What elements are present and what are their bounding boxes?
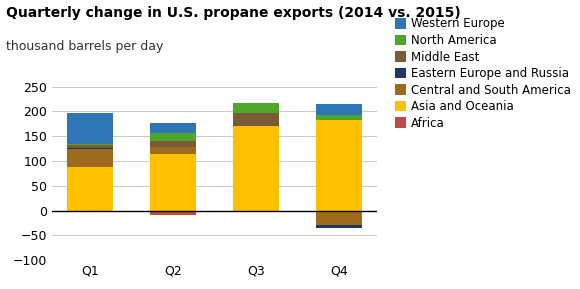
- Text: Quarterly change in U.S. propane exports (2014 vs. 2015): Quarterly change in U.S. propane exports…: [6, 6, 461, 20]
- Bar: [150, 211, 196, 214]
- Bar: [150, 153, 196, 211]
- Bar: [150, 133, 196, 141]
- Bar: [150, 141, 196, 147]
- Bar: [67, 148, 113, 149]
- Bar: [233, 113, 279, 126]
- Bar: [233, 126, 279, 211]
- Bar: [67, 114, 113, 144]
- Bar: [67, 144, 113, 145]
- Bar: [317, 120, 362, 211]
- Bar: [67, 149, 113, 167]
- Bar: [67, 167, 113, 211]
- Bar: [150, 147, 196, 153]
- Bar: [233, 103, 279, 113]
- Bar: [317, 211, 362, 225]
- Bar: [317, 104, 362, 115]
- Legend: Western Europe, North America, Middle East, Eastern Europe and Russia, Central a: Western Europe, North America, Middle Ea…: [394, 17, 571, 130]
- Text: thousand barrels per day: thousand barrels per day: [6, 40, 163, 53]
- Bar: [317, 115, 362, 120]
- Bar: [150, 123, 196, 133]
- Bar: [317, 225, 362, 228]
- Bar: [67, 145, 113, 148]
